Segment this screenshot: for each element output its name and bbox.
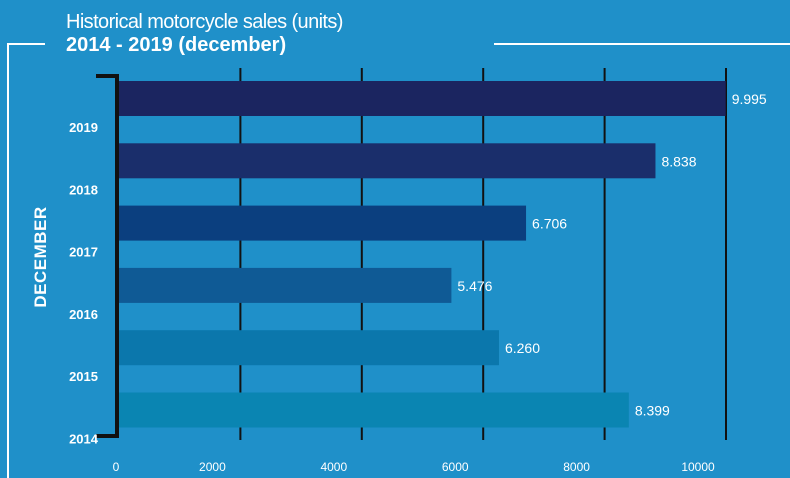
value-label-2019: 9.995 [732,91,767,107]
bar-2015 [119,330,499,366]
chart-title: Historical motorcycle sales (units) [66,11,343,33]
labels-group: 9.995 2019 8.838 2018 6.706 2017 5.476 2016 6.26… [69,91,767,447]
x-tick-2000: 2000 [199,460,226,474]
x-tick-4000: 4000 [320,460,347,474]
value-label-2018: 8.838 [661,153,696,169]
bar-2014 [119,392,629,428]
frame-left-line [7,43,45,478]
value-label-2016: 5.476 [457,278,492,294]
category-label-2016: 2016 [69,307,98,322]
category-bracket [96,74,119,438]
category-label-2014: 2014 [69,432,99,447]
y-axis-title: DECEMBER [31,206,50,307]
bar-2016 [119,267,452,303]
value-label-2014: 8.399 [635,403,670,419]
x-tick-0: 0 [113,460,120,474]
bar-2019 [119,81,726,116]
chart-subtitle: 2014 - 2019 (december) [66,34,286,56]
x-tick-6000: 6000 [442,460,469,474]
x-tick-8000: 8000 [563,460,590,474]
bar-2017 [119,205,527,241]
value-label-2017: 6.706 [532,216,567,232]
category-label-2018: 2018 [69,182,98,197]
category-label-2017: 2017 [69,245,98,260]
bar-2018 [119,143,656,179]
category-label-2015: 2015 [69,369,98,384]
grid-lines [239,68,727,440]
x-tick-10000: 10000 [681,460,715,474]
x-tick-labels: 0 2000 4000 6000 8000 10000 [113,460,715,474]
category-label-2019: 2019 [69,120,98,135]
value-label-2015: 6.260 [505,340,540,356]
bars-group [119,81,726,428]
